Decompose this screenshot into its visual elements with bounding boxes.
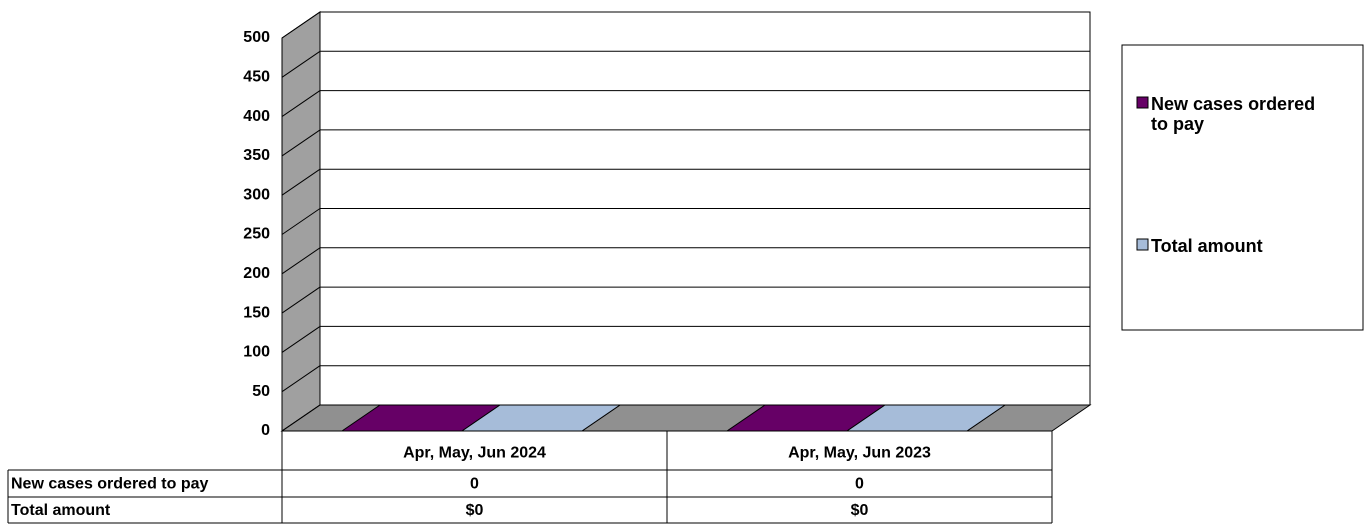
table-row-label: New cases ordered to pay (11, 476, 209, 493)
data-label: $0 (466, 502, 484, 519)
legend-swatch (1136, 96, 1149, 109)
data-label: 0 (470, 476, 479, 493)
legend-swatch (1136, 238, 1149, 251)
y-tick-label: 200 (243, 265, 270, 282)
y-tick-label: 250 (243, 226, 270, 243)
grid-line (281, 129, 321, 157)
x-tick-label: Apr, May, Jun 2023 (788, 445, 931, 462)
y-tick-label: 300 (243, 186, 270, 203)
grid-line (281, 90, 321, 118)
y-tick-label: 500 (243, 29, 270, 46)
legend-label: New cases ordered to pay (1151, 94, 1316, 134)
table-row-label: Total amount (11, 502, 111, 519)
data-label: 0 (855, 476, 864, 493)
grid-line (281, 208, 321, 235)
grid-line (281, 286, 321, 314)
y-tick-label: 150 (243, 304, 270, 321)
grid-line (281, 50, 321, 78)
x-tick-label: Apr, May, Jun 2024 (403, 445, 546, 462)
legend-label: Total amount (1151, 236, 1263, 256)
grid-line (281, 365, 321, 393)
grid-line (281, 325, 321, 353)
grid-line (281, 168, 321, 196)
y-tick-label: 350 (243, 147, 270, 164)
grid-line (281, 404, 321, 432)
y-tick-label: 450 (243, 69, 270, 86)
grid-line (281, 247, 321, 275)
grid-line (281, 11, 321, 39)
legend-box (1121, 44, 1364, 331)
y-tick-label: 400 (243, 108, 270, 125)
data-label: $0 (851, 502, 869, 519)
y-tick-label: 50 (252, 383, 270, 400)
y-tick-label: 0 (261, 422, 270, 439)
y-tick-label: 100 (243, 344, 270, 361)
